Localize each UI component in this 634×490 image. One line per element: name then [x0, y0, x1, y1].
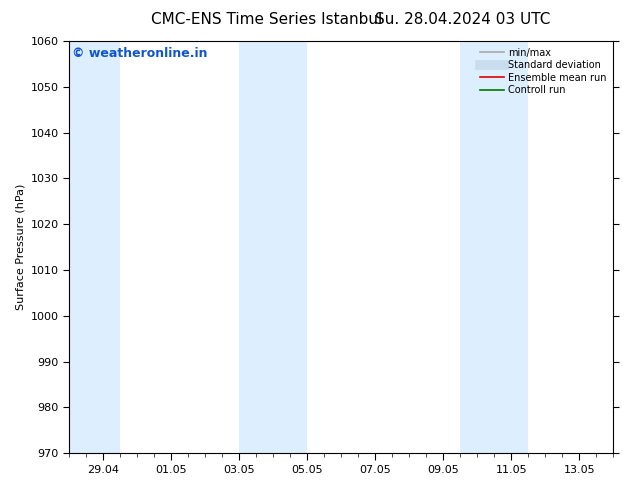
Text: Su. 28.04.2024 03 UTC: Su. 28.04.2024 03 UTC	[375, 12, 550, 27]
Bar	[460, 41, 528, 453]
Text: © weatheronline.in: © weatheronline.in	[72, 47, 207, 60]
Y-axis label: Surface Pressure (hPa): Surface Pressure (hPa)	[15, 184, 25, 310]
Bar	[69, 41, 120, 453]
Legend: min/max, Standard deviation, Ensemble mean run, Controll run: min/max, Standard deviation, Ensemble me…	[478, 46, 609, 97]
Text: CMC-ENS Time Series Istanbul: CMC-ENS Time Series Istanbul	[151, 12, 382, 27]
Bar	[239, 41, 307, 453]
